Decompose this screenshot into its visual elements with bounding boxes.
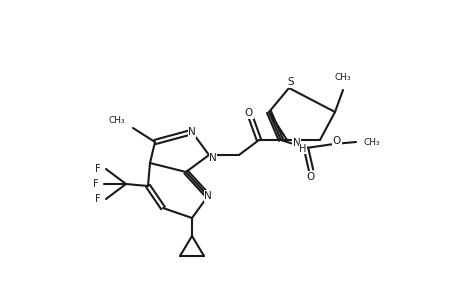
Text: N: N	[209, 153, 216, 163]
Text: CH₃: CH₃	[108, 116, 125, 125]
Text: O: O	[244, 108, 252, 118]
Text: H: H	[298, 144, 306, 154]
Text: O: O	[332, 136, 341, 146]
Text: N: N	[204, 191, 212, 201]
Text: N: N	[292, 138, 300, 148]
Text: O: O	[306, 172, 314, 182]
Text: CH₃: CH₃	[334, 73, 351, 82]
Text: N: N	[188, 127, 196, 137]
Text: S: S	[287, 77, 294, 87]
Text: F: F	[95, 194, 101, 204]
Text: F: F	[95, 164, 101, 174]
Text: CH₃: CH₃	[363, 137, 380, 146]
Text: F: F	[93, 179, 99, 189]
